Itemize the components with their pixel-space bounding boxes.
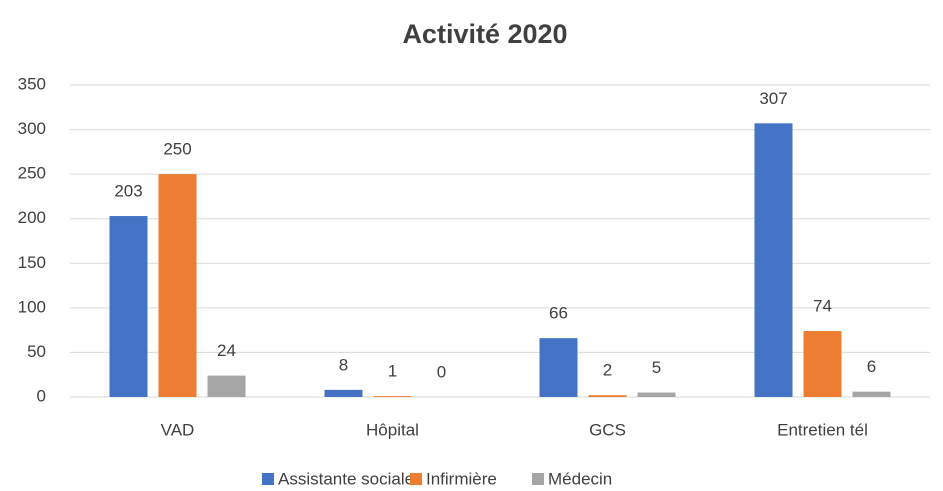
y-tick-label: 50: [27, 342, 46, 361]
data-label: 8: [339, 355, 348, 374]
data-label: 1: [388, 362, 397, 381]
bar: [109, 216, 148, 397]
data-label: 66: [549, 304, 568, 323]
x-tick-label: Hôpital: [366, 420, 419, 439]
data-label: 307: [759, 89, 787, 108]
data-label: 250: [163, 140, 191, 159]
legend-swatch: [410, 473, 422, 485]
y-tick-label: 250: [18, 164, 46, 183]
x-tick-label: Entretien tél: [777, 420, 868, 439]
chart-title: Activité 2020: [402, 19, 567, 49]
x-tick-label: GCS: [589, 420, 626, 439]
data-label: 5: [652, 358, 661, 377]
bar: [588, 395, 627, 397]
bar: [637, 392, 676, 397]
legend-label: Médecin: [548, 469, 612, 488]
legend-swatch: [532, 473, 544, 485]
y-tick-label: 100: [18, 297, 46, 316]
data-label: 24: [217, 341, 236, 360]
legend-label: Assistante sociale: [278, 469, 414, 488]
bar: [207, 375, 246, 397]
legend-label: Infirmière: [426, 469, 497, 488]
data-label: 2: [603, 361, 612, 380]
y-tick-label: 150: [18, 253, 46, 272]
y-tick-label: 0: [37, 386, 46, 405]
bar: [754, 123, 793, 398]
data-label: 0: [437, 362, 446, 381]
data-label: 74: [813, 297, 832, 316]
bar: [803, 331, 842, 397]
bar: [158, 174, 197, 397]
x-tick-label: VAD: [161, 420, 195, 439]
bar: [373, 396, 412, 397]
bar: [539, 338, 578, 397]
data-label: 203: [114, 182, 142, 201]
y-tick-label: 300: [18, 119, 46, 138]
y-tick-label: 200: [18, 208, 46, 227]
bar: [324, 389, 363, 397]
bar: [852, 391, 891, 397]
data-label: 6: [867, 357, 876, 376]
legend-swatch: [262, 473, 274, 485]
y-tick-label: 350: [18, 74, 46, 93]
